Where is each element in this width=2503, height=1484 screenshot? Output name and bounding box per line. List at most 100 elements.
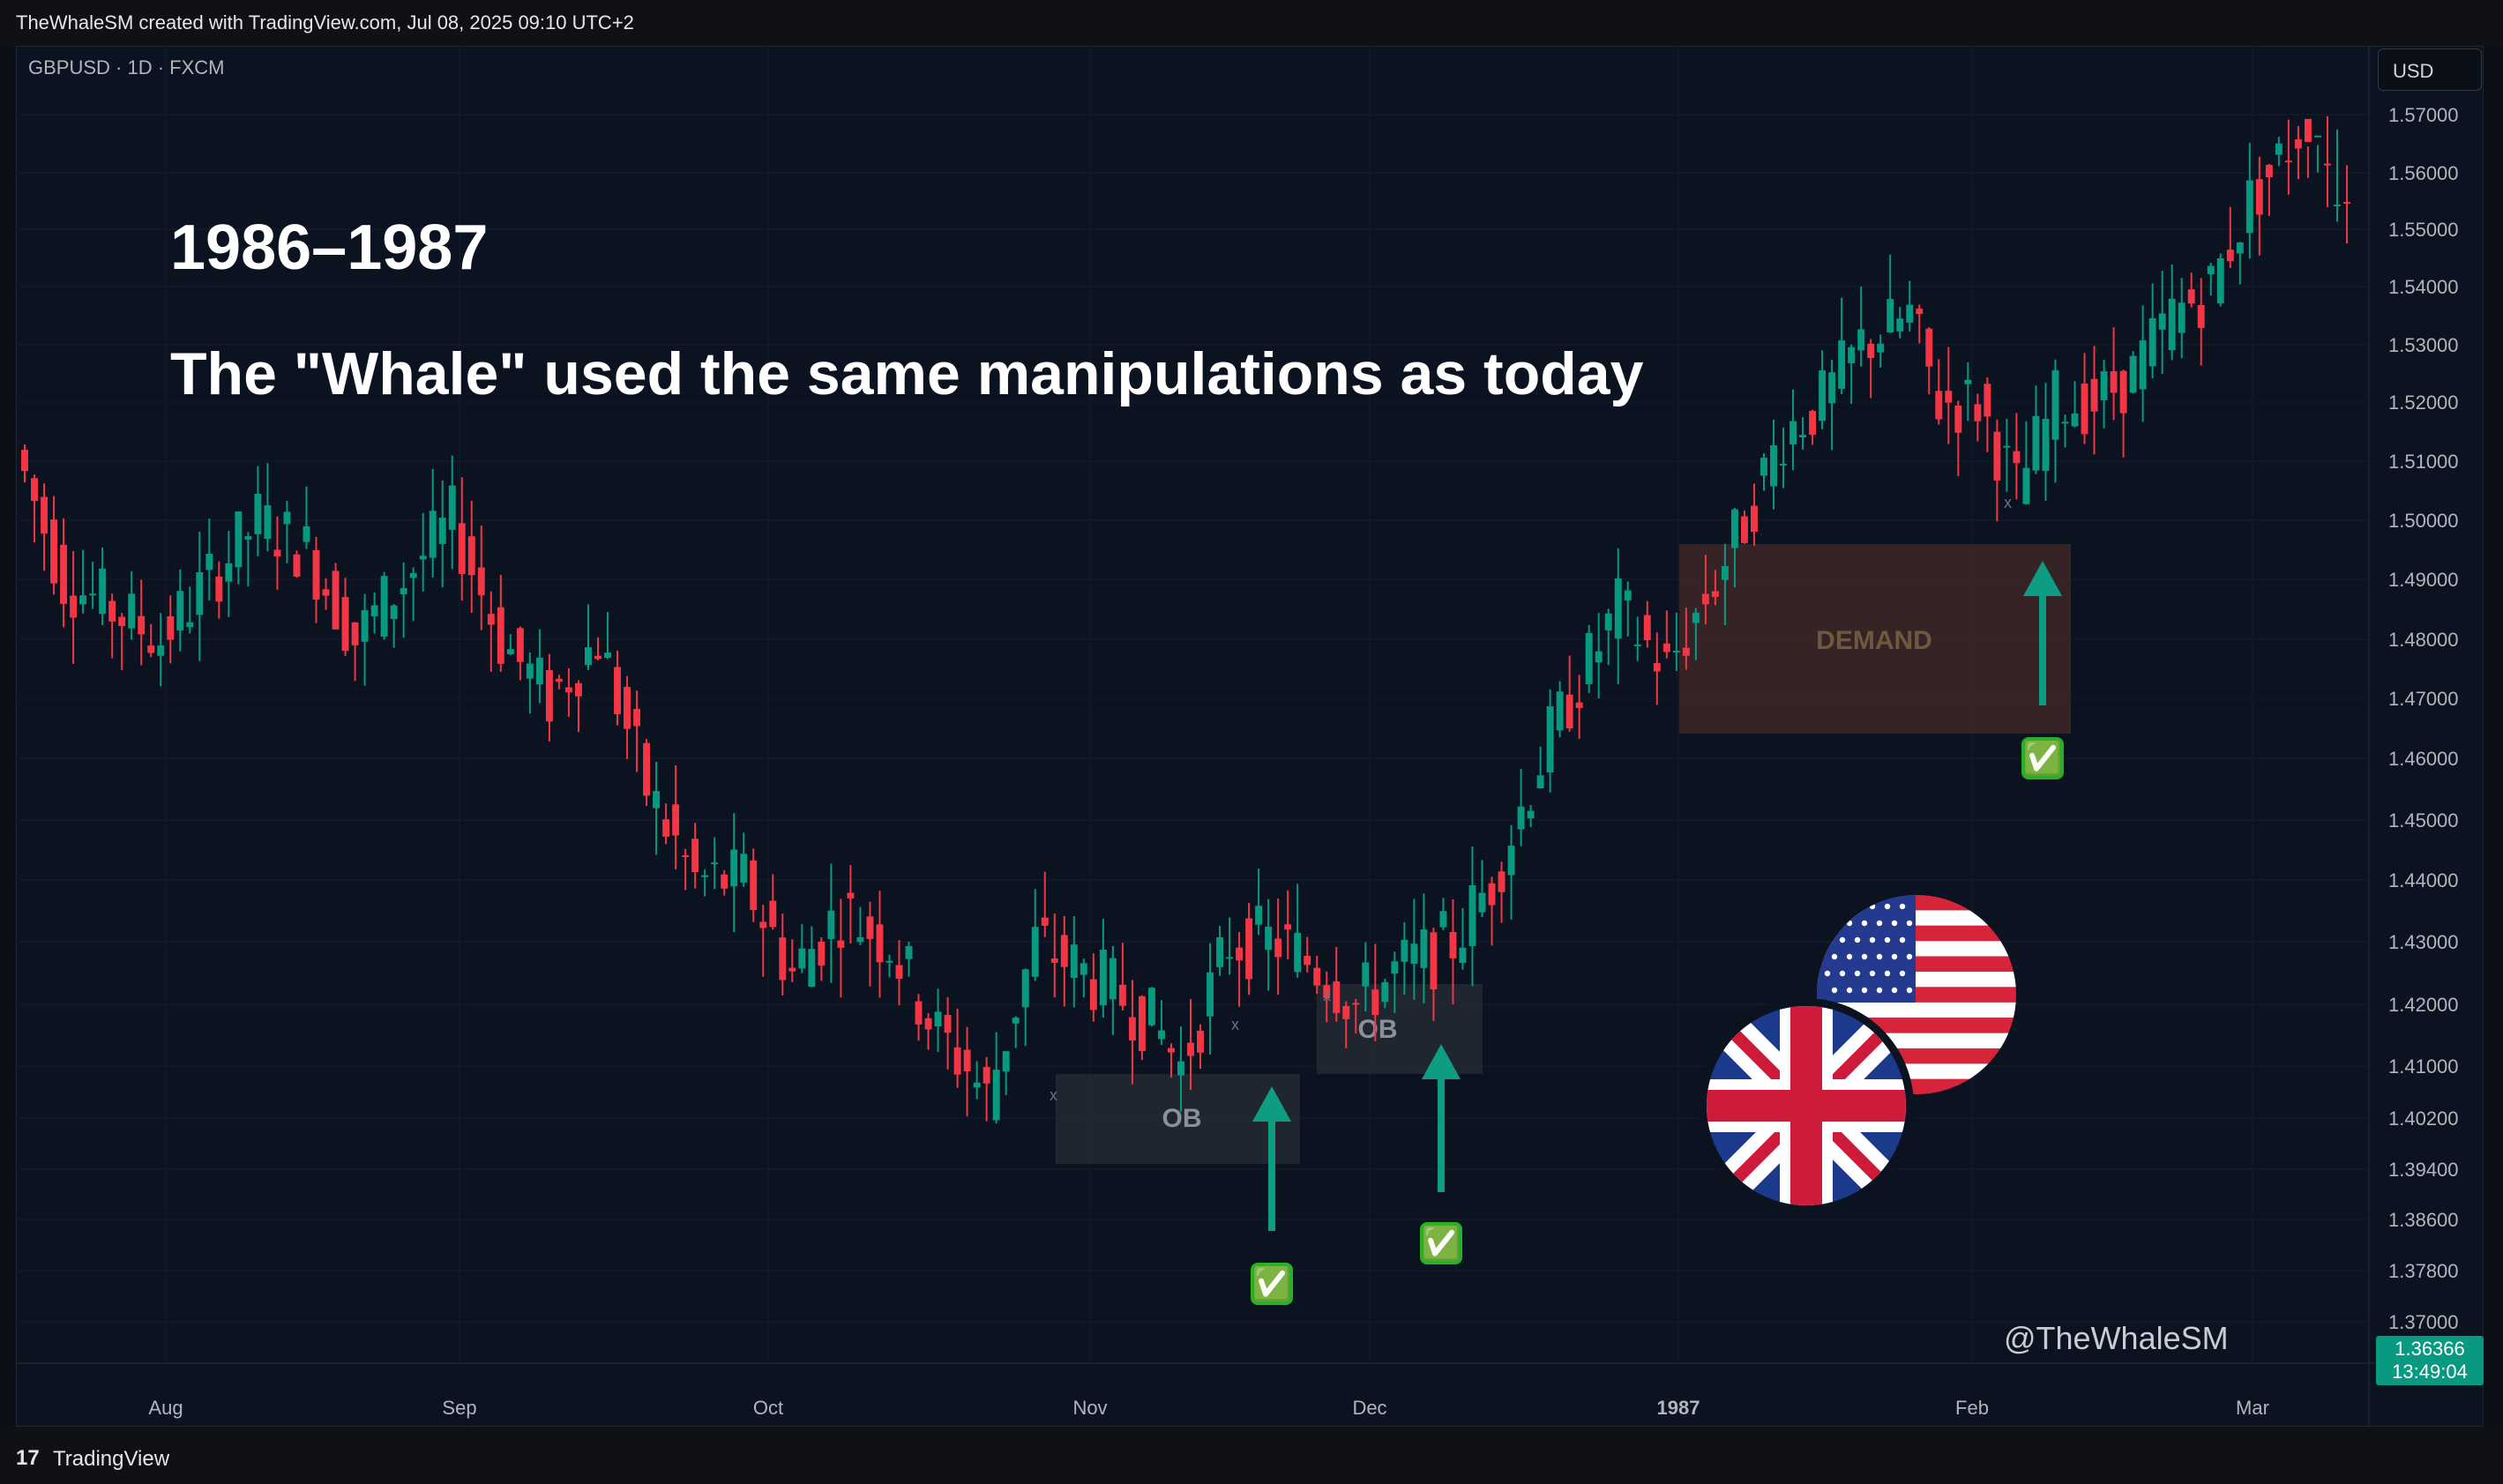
candle xyxy=(847,865,855,944)
time-tick-label: Oct xyxy=(753,1397,783,1419)
candle xyxy=(526,653,534,714)
candle xyxy=(2245,143,2253,259)
time-tick-label: Sep xyxy=(442,1397,476,1419)
price-tick-label: 1.49000 xyxy=(2388,569,2459,591)
candle xyxy=(653,762,661,855)
candle xyxy=(2313,135,2321,173)
symbol-label[interactable]: GBPUSD · 1D · FXCM xyxy=(28,56,225,78)
candle xyxy=(545,653,553,742)
candle xyxy=(1410,899,1418,1001)
candle xyxy=(1916,304,1924,344)
candle xyxy=(818,937,826,981)
candle xyxy=(1245,902,1253,996)
candle xyxy=(1362,942,1370,1012)
time-tick-label: Dec xyxy=(1352,1397,1386,1419)
candle xyxy=(1031,889,1039,981)
candle xyxy=(1730,507,1738,588)
candle xyxy=(1799,417,1807,450)
candle xyxy=(1945,347,1953,444)
candle xyxy=(1585,624,1593,693)
candle xyxy=(624,675,631,759)
candle xyxy=(2168,264,2176,361)
price-tick-label: 1.44000 xyxy=(2388,869,2459,891)
candle xyxy=(1128,980,1136,1085)
candle xyxy=(1711,570,1719,606)
candle xyxy=(458,477,466,601)
candle xyxy=(1984,377,1991,452)
check-mark-icon: ✅ xyxy=(1420,1222,1462,1264)
candle xyxy=(963,1026,971,1117)
candle xyxy=(730,813,738,932)
candle xyxy=(885,954,893,978)
candle xyxy=(564,667,572,717)
check-mark-glyph: ✅ xyxy=(1252,1265,1292,1301)
zones-layer: OB OB DEMAND xyxy=(1056,544,2071,1164)
tradingview-brand[interactable]: TradingView xyxy=(53,1447,170,1471)
candle xyxy=(769,874,777,930)
candle xyxy=(1672,612,1680,671)
candle xyxy=(2158,271,2166,374)
candle xyxy=(497,574,504,672)
candle xyxy=(1828,359,1836,451)
candle xyxy=(2226,206,2234,269)
price-tick-label: 1.37000 xyxy=(2388,1311,2459,1333)
candle xyxy=(759,904,767,977)
candle xyxy=(1041,871,1049,937)
candle xyxy=(2236,242,2244,285)
candle xyxy=(1662,610,1670,659)
candle xyxy=(1488,876,1496,946)
candle xyxy=(779,914,787,996)
candle xyxy=(1692,608,1700,660)
candle xyxy=(1060,915,1068,1007)
top-bar: TheWhaleSM created with TradingView.com,… xyxy=(0,0,2503,46)
candle xyxy=(1401,922,1408,996)
candle xyxy=(1575,675,1583,739)
price-tick-label: 1.37800 xyxy=(2388,1260,2459,1282)
time-tick-label: Aug xyxy=(148,1397,183,1419)
price-tick-label: 1.41000 xyxy=(2388,1055,2459,1078)
annotations-layer: ✅ ✅ ✅ x x x x xyxy=(1050,494,2064,1305)
tradingview-logo-icon[interactable]: 17 xyxy=(16,1446,40,1470)
candle xyxy=(1002,1051,1010,1095)
candle xyxy=(721,869,728,896)
candle xyxy=(1935,359,1943,425)
candle xyxy=(1147,987,1155,1027)
candle xyxy=(1333,947,1341,1022)
candle xyxy=(516,626,524,681)
uk-flag-icon xyxy=(1699,998,1914,1213)
candle xyxy=(1294,884,1302,978)
candle xyxy=(1109,945,1117,1035)
candle xyxy=(1255,869,1263,936)
currency-button[interactable]: USD xyxy=(2378,48,2482,91)
candle xyxy=(953,1008,961,1088)
candle xyxy=(332,563,340,630)
chart-panel[interactable] xyxy=(16,46,2484,1427)
candle xyxy=(467,500,475,613)
candle xyxy=(856,906,864,945)
candle xyxy=(244,532,252,587)
candle xyxy=(1653,632,1661,705)
candle xyxy=(808,926,816,988)
candle xyxy=(585,604,592,670)
candle xyxy=(273,516,281,590)
price-tick-label: 1.57000 xyxy=(2388,104,2459,126)
candle xyxy=(555,675,563,690)
candle xyxy=(1265,899,1273,991)
candle xyxy=(2100,359,2108,429)
candle xyxy=(866,901,874,987)
price-tick-label: 1.47000 xyxy=(2388,688,2459,710)
author-watermark: @TheWhaleSM xyxy=(2004,1320,2229,1356)
candle xyxy=(1168,1043,1175,1078)
price-tick-label: 1.56000 xyxy=(2388,162,2459,184)
candle xyxy=(711,837,719,890)
candle xyxy=(1867,339,1875,399)
candle xyxy=(157,613,165,687)
candle xyxy=(1536,746,1544,789)
candle xyxy=(2207,262,2215,296)
candle xyxy=(1070,916,1078,1008)
candle xyxy=(1089,953,1097,1022)
candle xyxy=(973,1061,981,1100)
candle xyxy=(1342,1001,1350,1048)
candle xyxy=(1819,350,1827,429)
